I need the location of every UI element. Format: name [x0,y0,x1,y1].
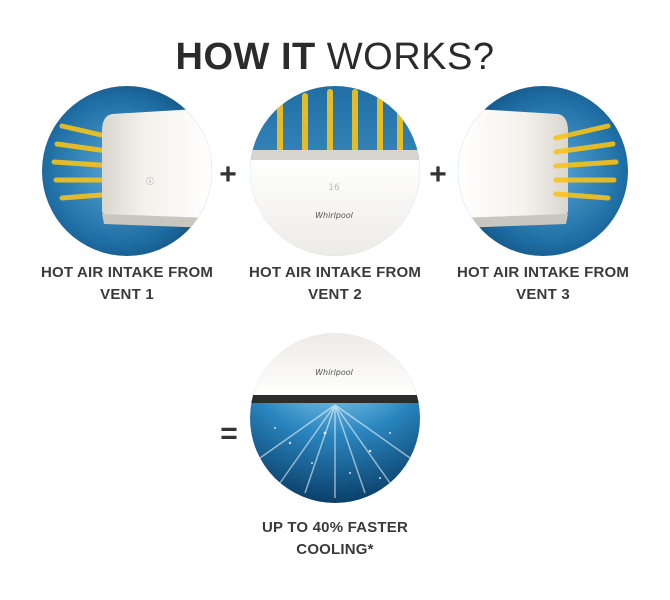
vent-3-illustration [458,86,628,256]
vent-1-illustration: ⓘ [42,86,212,256]
equals-operator: = [220,417,238,450]
step-1-line-1: HOT AIR INTAKE FROM [40,264,214,281]
page-title: HOW IT WORKS? [0,38,670,76]
result-line-2: COOLING* [296,541,374,558]
result-illustration: Whirlpool [250,333,420,503]
plus-operator-1: + [219,158,237,191]
vent-1-image: ⓘ [42,86,212,256]
step-2-line-1: HOT AIR INTAKE FROM [248,264,422,281]
svg-text:16: 16 [328,183,340,193]
vent-3-image [458,86,628,256]
title-light: WORKS? [326,36,495,78]
step-3-line-2: VENT 3 [516,286,570,303]
svg-text:ⓘ: ⓘ [146,177,154,186]
plus-operator-2: + [429,158,447,191]
title-bold: HOW IT [175,36,316,78]
result-image: Whirlpool [250,333,420,503]
result-line-1: UP TO 40% FASTER [261,519,409,536]
brand-logo-2: Whirlpool [315,211,354,220]
step-3-caption: HOT AIR INTAKE FROM VENT 3 [438,262,648,306]
step-2-line-2: VENT 2 [308,286,362,303]
step-3-line-1: HOT AIR INTAKE FROM [456,264,630,281]
vent-2-illustration: 16 Whirlpool [250,86,420,256]
vent-2-image: 16 Whirlpool [250,86,420,256]
step-2-caption: HOT AIR INTAKE FROM VENT 2 [230,262,440,306]
brand-logo-result: Whirlpool [315,368,354,377]
step-1-caption: HOT AIR INTAKE FROM VENT 1 [22,262,232,306]
step-1-line-2: VENT 1 [100,286,154,303]
result-caption: UP TO 40% FASTER COOLING* [220,517,450,561]
